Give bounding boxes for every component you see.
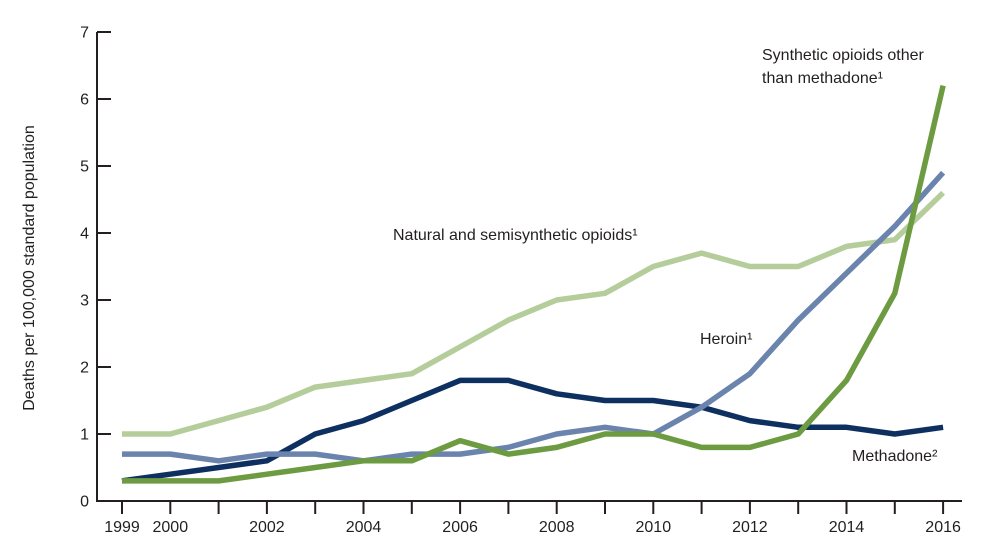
x-tick-label: 2008 (539, 519, 575, 536)
line-synthetic-opioids-other-than-methadone (122, 84, 946, 484)
y-tick-label: 1 (80, 427, 89, 444)
series-label-heroin: Heroin¹ (700, 331, 753, 348)
x-tick-label: 2010 (636, 519, 672, 536)
axis-lines (96, 32, 962, 502)
x-tick-label: 2000 (153, 519, 189, 536)
line-natural-semisynthetic-opioids (122, 190, 946, 437)
series-label-methadone: Methadone² (852, 448, 938, 465)
x-tick-label: 2006 (442, 519, 478, 536)
x-tick-label: 1999 (104, 519, 140, 536)
x-tick-label: 2014 (829, 519, 865, 536)
y-tick-label: 5 (80, 159, 89, 176)
y-tick-label: 7 (80, 25, 89, 42)
series-label-synthetic-opioids: Synthetic opioids other than methadone¹ (762, 47, 924, 87)
y-tick-label: 0 (80, 494, 89, 511)
x-tick-label: 2002 (249, 519, 285, 536)
series-label-natural-semisynthetic-opioids: Natural and semisynthetic opioids¹ (393, 227, 638, 244)
x-tick-label: 2004 (346, 519, 382, 536)
y-tick-label: 3 (80, 293, 89, 310)
line-methadone (121, 377, 944, 484)
y-tick-label: 2 (80, 360, 89, 377)
line-heroin (122, 170, 946, 464)
x-tick-label: 2016 (925, 519, 961, 536)
x-tick-label: 2012 (732, 519, 768, 536)
y-axis-title: Deaths per 100,000 standard population (21, 125, 38, 411)
y-tick-label: 4 (80, 226, 89, 243)
y-tick-label: 6 (80, 92, 89, 109)
